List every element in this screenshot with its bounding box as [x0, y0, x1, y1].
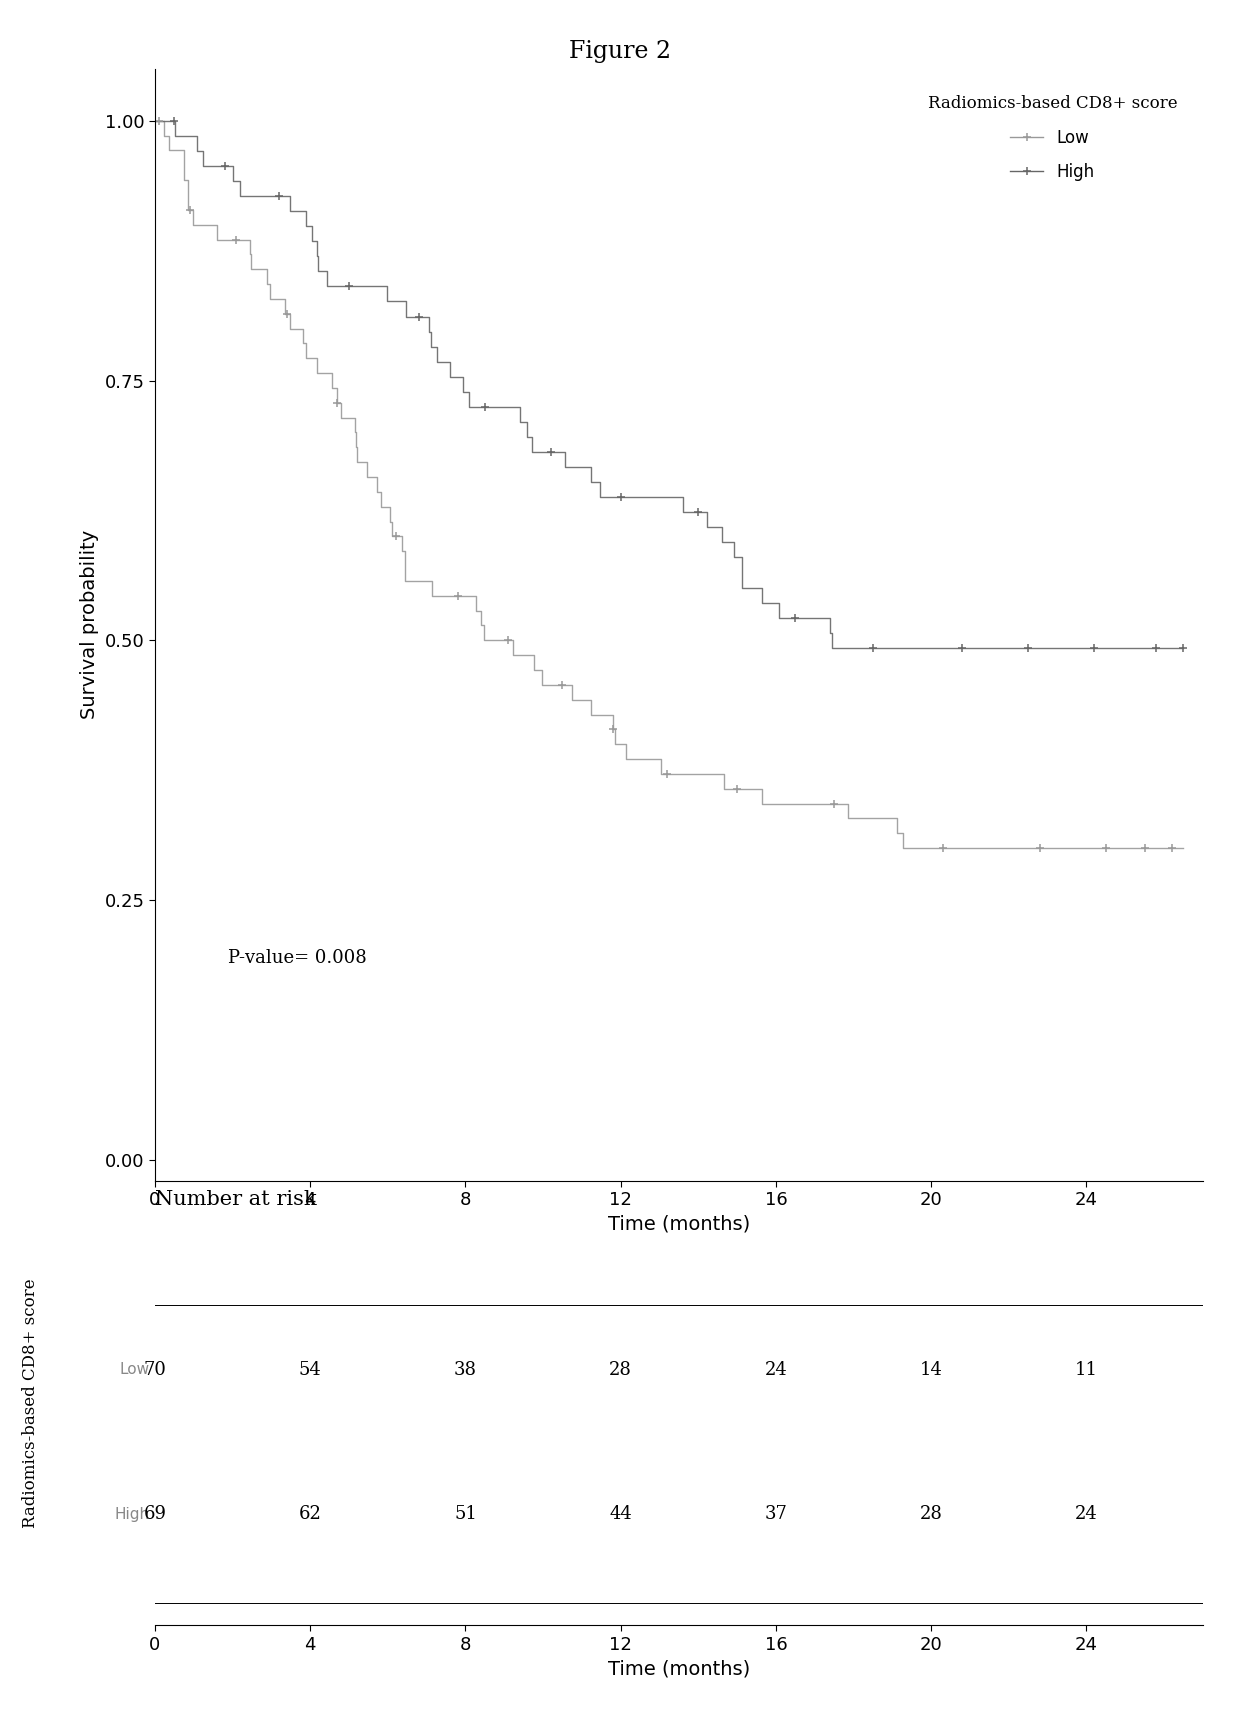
Text: 69: 69 — [144, 1505, 166, 1524]
Text: 11: 11 — [1075, 1361, 1097, 1379]
Legend: Low, High: Low, High — [921, 88, 1184, 187]
Text: High: High — [114, 1507, 150, 1522]
Text: 14: 14 — [920, 1361, 942, 1379]
Text: 70: 70 — [144, 1361, 166, 1379]
Text: 28: 28 — [920, 1505, 942, 1524]
Text: 38: 38 — [454, 1361, 477, 1379]
X-axis label: Time (months): Time (months) — [608, 1214, 750, 1233]
Text: 54: 54 — [299, 1361, 321, 1379]
Y-axis label: Survival probability: Survival probability — [81, 530, 99, 719]
Text: Number at risk: Number at risk — [155, 1190, 316, 1209]
Text: Low: Low — [119, 1362, 150, 1378]
Text: 24: 24 — [765, 1361, 787, 1379]
Text: Figure 2: Figure 2 — [569, 40, 671, 62]
Text: 62: 62 — [299, 1505, 321, 1524]
Text: 51: 51 — [454, 1505, 477, 1524]
Text: 44: 44 — [609, 1505, 632, 1524]
Text: P-value= 0.008: P-value= 0.008 — [228, 949, 367, 967]
Text: 24: 24 — [1075, 1505, 1097, 1524]
Text: 28: 28 — [609, 1361, 632, 1379]
Text: Radiomics-based CD8+ score: Radiomics-based CD8+ score — [22, 1278, 40, 1527]
Text: 37: 37 — [765, 1505, 787, 1524]
